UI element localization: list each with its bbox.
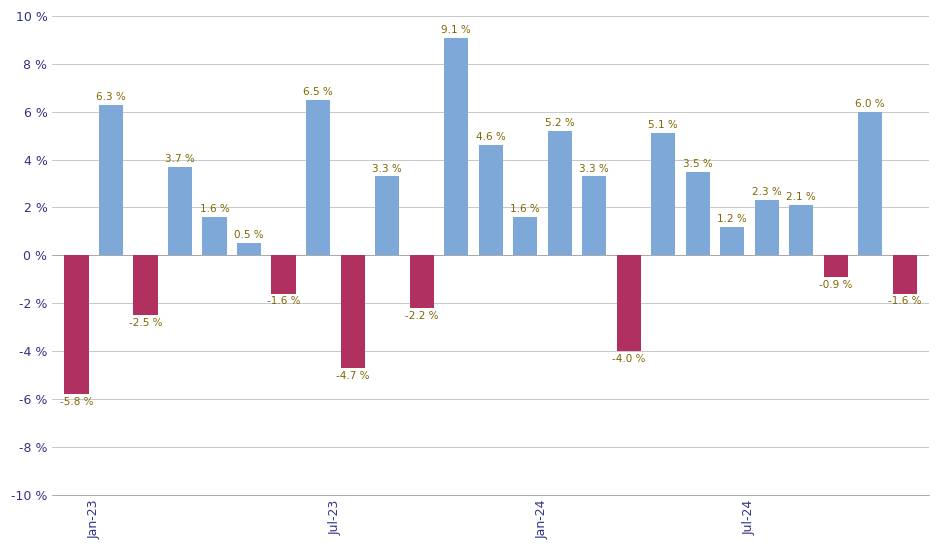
- Bar: [306, 100, 330, 255]
- Text: -0.9 %: -0.9 %: [819, 280, 853, 290]
- Bar: [617, 255, 641, 351]
- Bar: [202, 217, 227, 255]
- Bar: [720, 227, 744, 255]
- Bar: [478, 145, 503, 255]
- Text: -1.6 %: -1.6 %: [888, 296, 921, 306]
- Text: 5.2 %: 5.2 %: [545, 118, 574, 128]
- Text: 6.5 %: 6.5 %: [304, 87, 333, 97]
- Text: 2.3 %: 2.3 %: [752, 188, 781, 197]
- Text: -2.5 %: -2.5 %: [129, 318, 163, 328]
- Bar: [340, 255, 365, 368]
- Text: 1.6 %: 1.6 %: [510, 204, 540, 214]
- Text: -5.8 %: -5.8 %: [60, 397, 93, 407]
- Text: 9.1 %: 9.1 %: [441, 25, 471, 35]
- Bar: [893, 255, 916, 294]
- Text: -4.7 %: -4.7 %: [336, 371, 369, 381]
- Bar: [685, 172, 710, 255]
- Bar: [444, 37, 468, 255]
- Text: 2.1 %: 2.1 %: [787, 192, 816, 202]
- Bar: [168, 167, 192, 255]
- Text: 4.6 %: 4.6 %: [476, 133, 506, 142]
- Text: 1.6 %: 1.6 %: [199, 204, 229, 214]
- Bar: [375, 177, 400, 255]
- Text: 3.3 %: 3.3 %: [579, 163, 609, 173]
- Bar: [651, 133, 675, 255]
- Bar: [410, 255, 433, 308]
- Bar: [133, 255, 158, 315]
- Text: -2.2 %: -2.2 %: [405, 311, 438, 321]
- Bar: [789, 205, 813, 255]
- Text: 6.0 %: 6.0 %: [855, 99, 885, 109]
- Text: -1.6 %: -1.6 %: [267, 296, 300, 306]
- Bar: [858, 112, 883, 255]
- Text: 3.5 %: 3.5 %: [682, 159, 713, 169]
- Text: 6.3 %: 6.3 %: [96, 92, 126, 102]
- Bar: [755, 200, 778, 255]
- Text: 0.5 %: 0.5 %: [234, 230, 264, 240]
- Bar: [99, 104, 123, 255]
- Bar: [237, 243, 261, 255]
- Text: 5.1 %: 5.1 %: [649, 120, 678, 130]
- Bar: [513, 217, 537, 255]
- Bar: [272, 255, 296, 294]
- Bar: [548, 131, 572, 255]
- Text: 3.3 %: 3.3 %: [372, 163, 402, 173]
- Bar: [65, 255, 88, 394]
- Text: -4.0 %: -4.0 %: [612, 354, 646, 364]
- Text: 3.7 %: 3.7 %: [165, 154, 195, 164]
- Bar: [823, 255, 848, 277]
- Text: 1.2 %: 1.2 %: [717, 214, 747, 224]
- Bar: [582, 177, 606, 255]
